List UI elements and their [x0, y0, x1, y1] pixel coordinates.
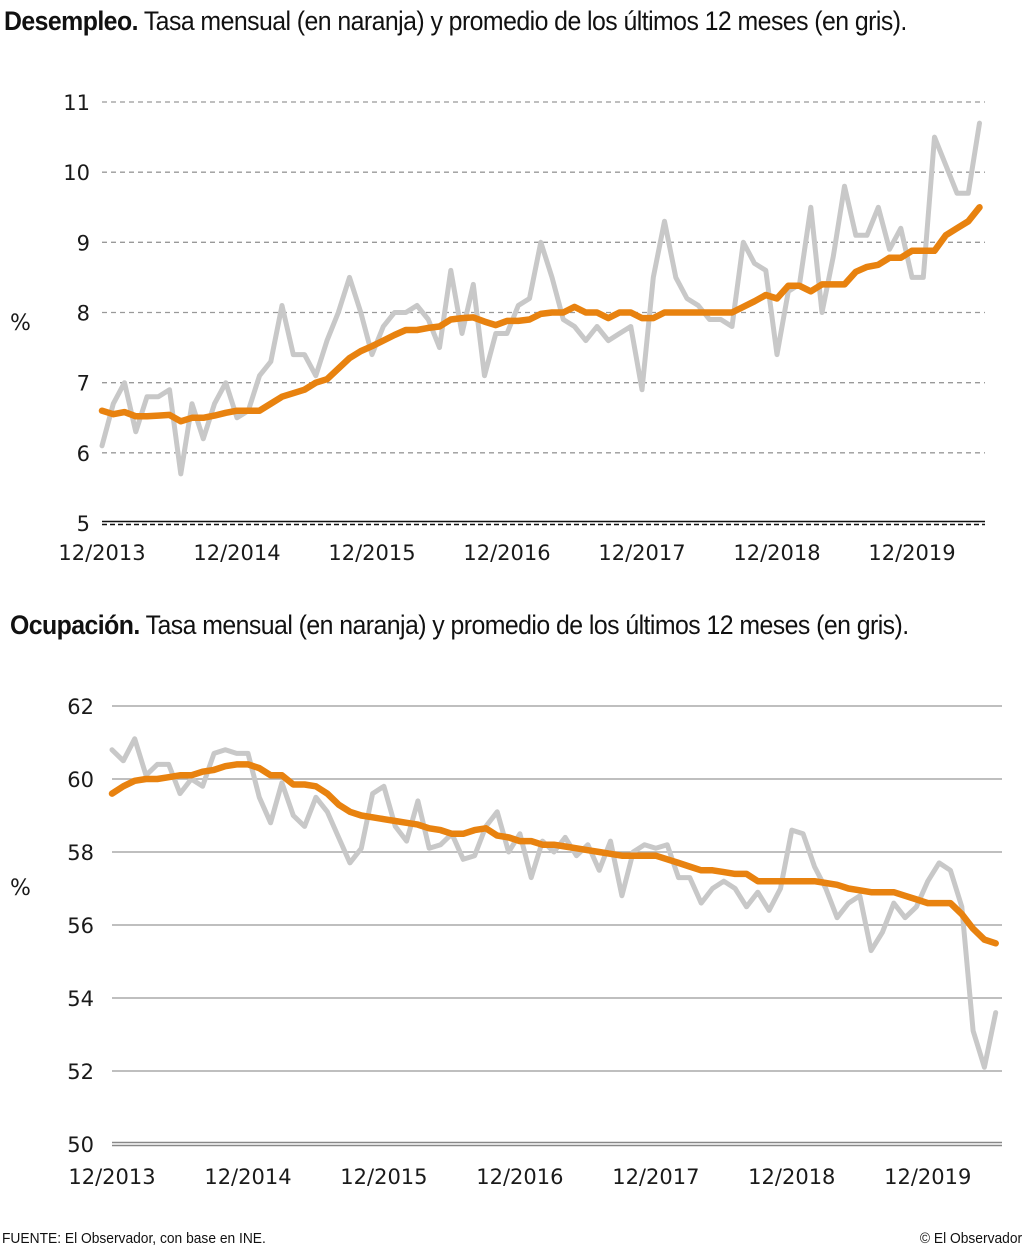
- title-rest: Tasa mensual (en naranja) y promedio de …: [137, 6, 908, 36]
- y-axis-unit-label: %: [10, 311, 31, 336]
- chart-title-ocupacion: Ocupación. Tasa mensual (en naranja) y p…: [10, 606, 939, 644]
- source-note: FUENTE: El Observador, con base en INE.: [2, 1230, 266, 1247]
- x-tick-label: 12/2013: [58, 541, 145, 565]
- series-line-average-orange: [98, 204, 983, 425]
- title-bold: Desempleo.: [4, 6, 138, 36]
- title-bold: Ocupación.: [10, 610, 140, 640]
- x-tick-label: 12/2014: [204, 1165, 291, 1189]
- y-tick-label: 58: [67, 841, 94, 865]
- copyright-note: © El Observador: [919, 1230, 1022, 1247]
- series-line-average-orange: [108, 761, 999, 947]
- y-tick-label: 10: [63, 161, 90, 185]
- y-tick-label: 11: [63, 91, 90, 115]
- y-axis-unit-label: %: [10, 876, 31, 901]
- y-tick-label: 8: [77, 302, 90, 326]
- x-tick-label: 12/2015: [328, 541, 415, 565]
- chart-title-desempleo: Desempleo. Tasa mensual (en naranja) y p…: [4, 2, 933, 40]
- y-tick-label: 60: [67, 768, 94, 792]
- y-tick-label: 50: [67, 1133, 94, 1157]
- y-tick-label: 7: [77, 372, 90, 396]
- y-tick-label: 9: [77, 231, 90, 255]
- x-tick-label: 12/2018: [733, 541, 820, 565]
- x-tick-label: 12/2017: [612, 1165, 699, 1189]
- x-tick-label: 12/2019: [884, 1165, 971, 1189]
- y-tick-label: 52: [67, 1060, 94, 1084]
- employment-chart: 50 52 54 56 58 60 62 12/2013 12/2014 12/2015 12/20…: [10, 695, 1002, 1189]
- x-tick-label: 12/2016: [476, 1165, 563, 1189]
- title-rest: Tasa mensual (en naranja) y promedio de …: [139, 610, 910, 640]
- y-tick-label: 54: [67, 987, 94, 1011]
- x-tick-label: 12/2019: [868, 541, 955, 565]
- y-tick-label: 6: [77, 442, 90, 466]
- y-tick-label: 5: [77, 512, 90, 536]
- x-tick-label: 12/2017: [598, 541, 685, 565]
- x-tick-label: 12/2016: [463, 541, 550, 565]
- x-tick-label: 12/2013: [68, 1165, 155, 1189]
- unemployment-chart: 5 6 7 8 9 10 11 12/2013 12/2014 12/2015 12/2016 12/…: [10, 91, 985, 565]
- series-line-monthly-gray: [109, 736, 999, 1070]
- x-tick-label: 12/2015: [340, 1165, 427, 1189]
- x-tick-label: 12/2018: [748, 1165, 835, 1189]
- y-tick-label: 62: [67, 695, 94, 719]
- y-tick-label: 56: [67, 914, 94, 938]
- x-tick-label: 12/2014: [193, 541, 280, 565]
